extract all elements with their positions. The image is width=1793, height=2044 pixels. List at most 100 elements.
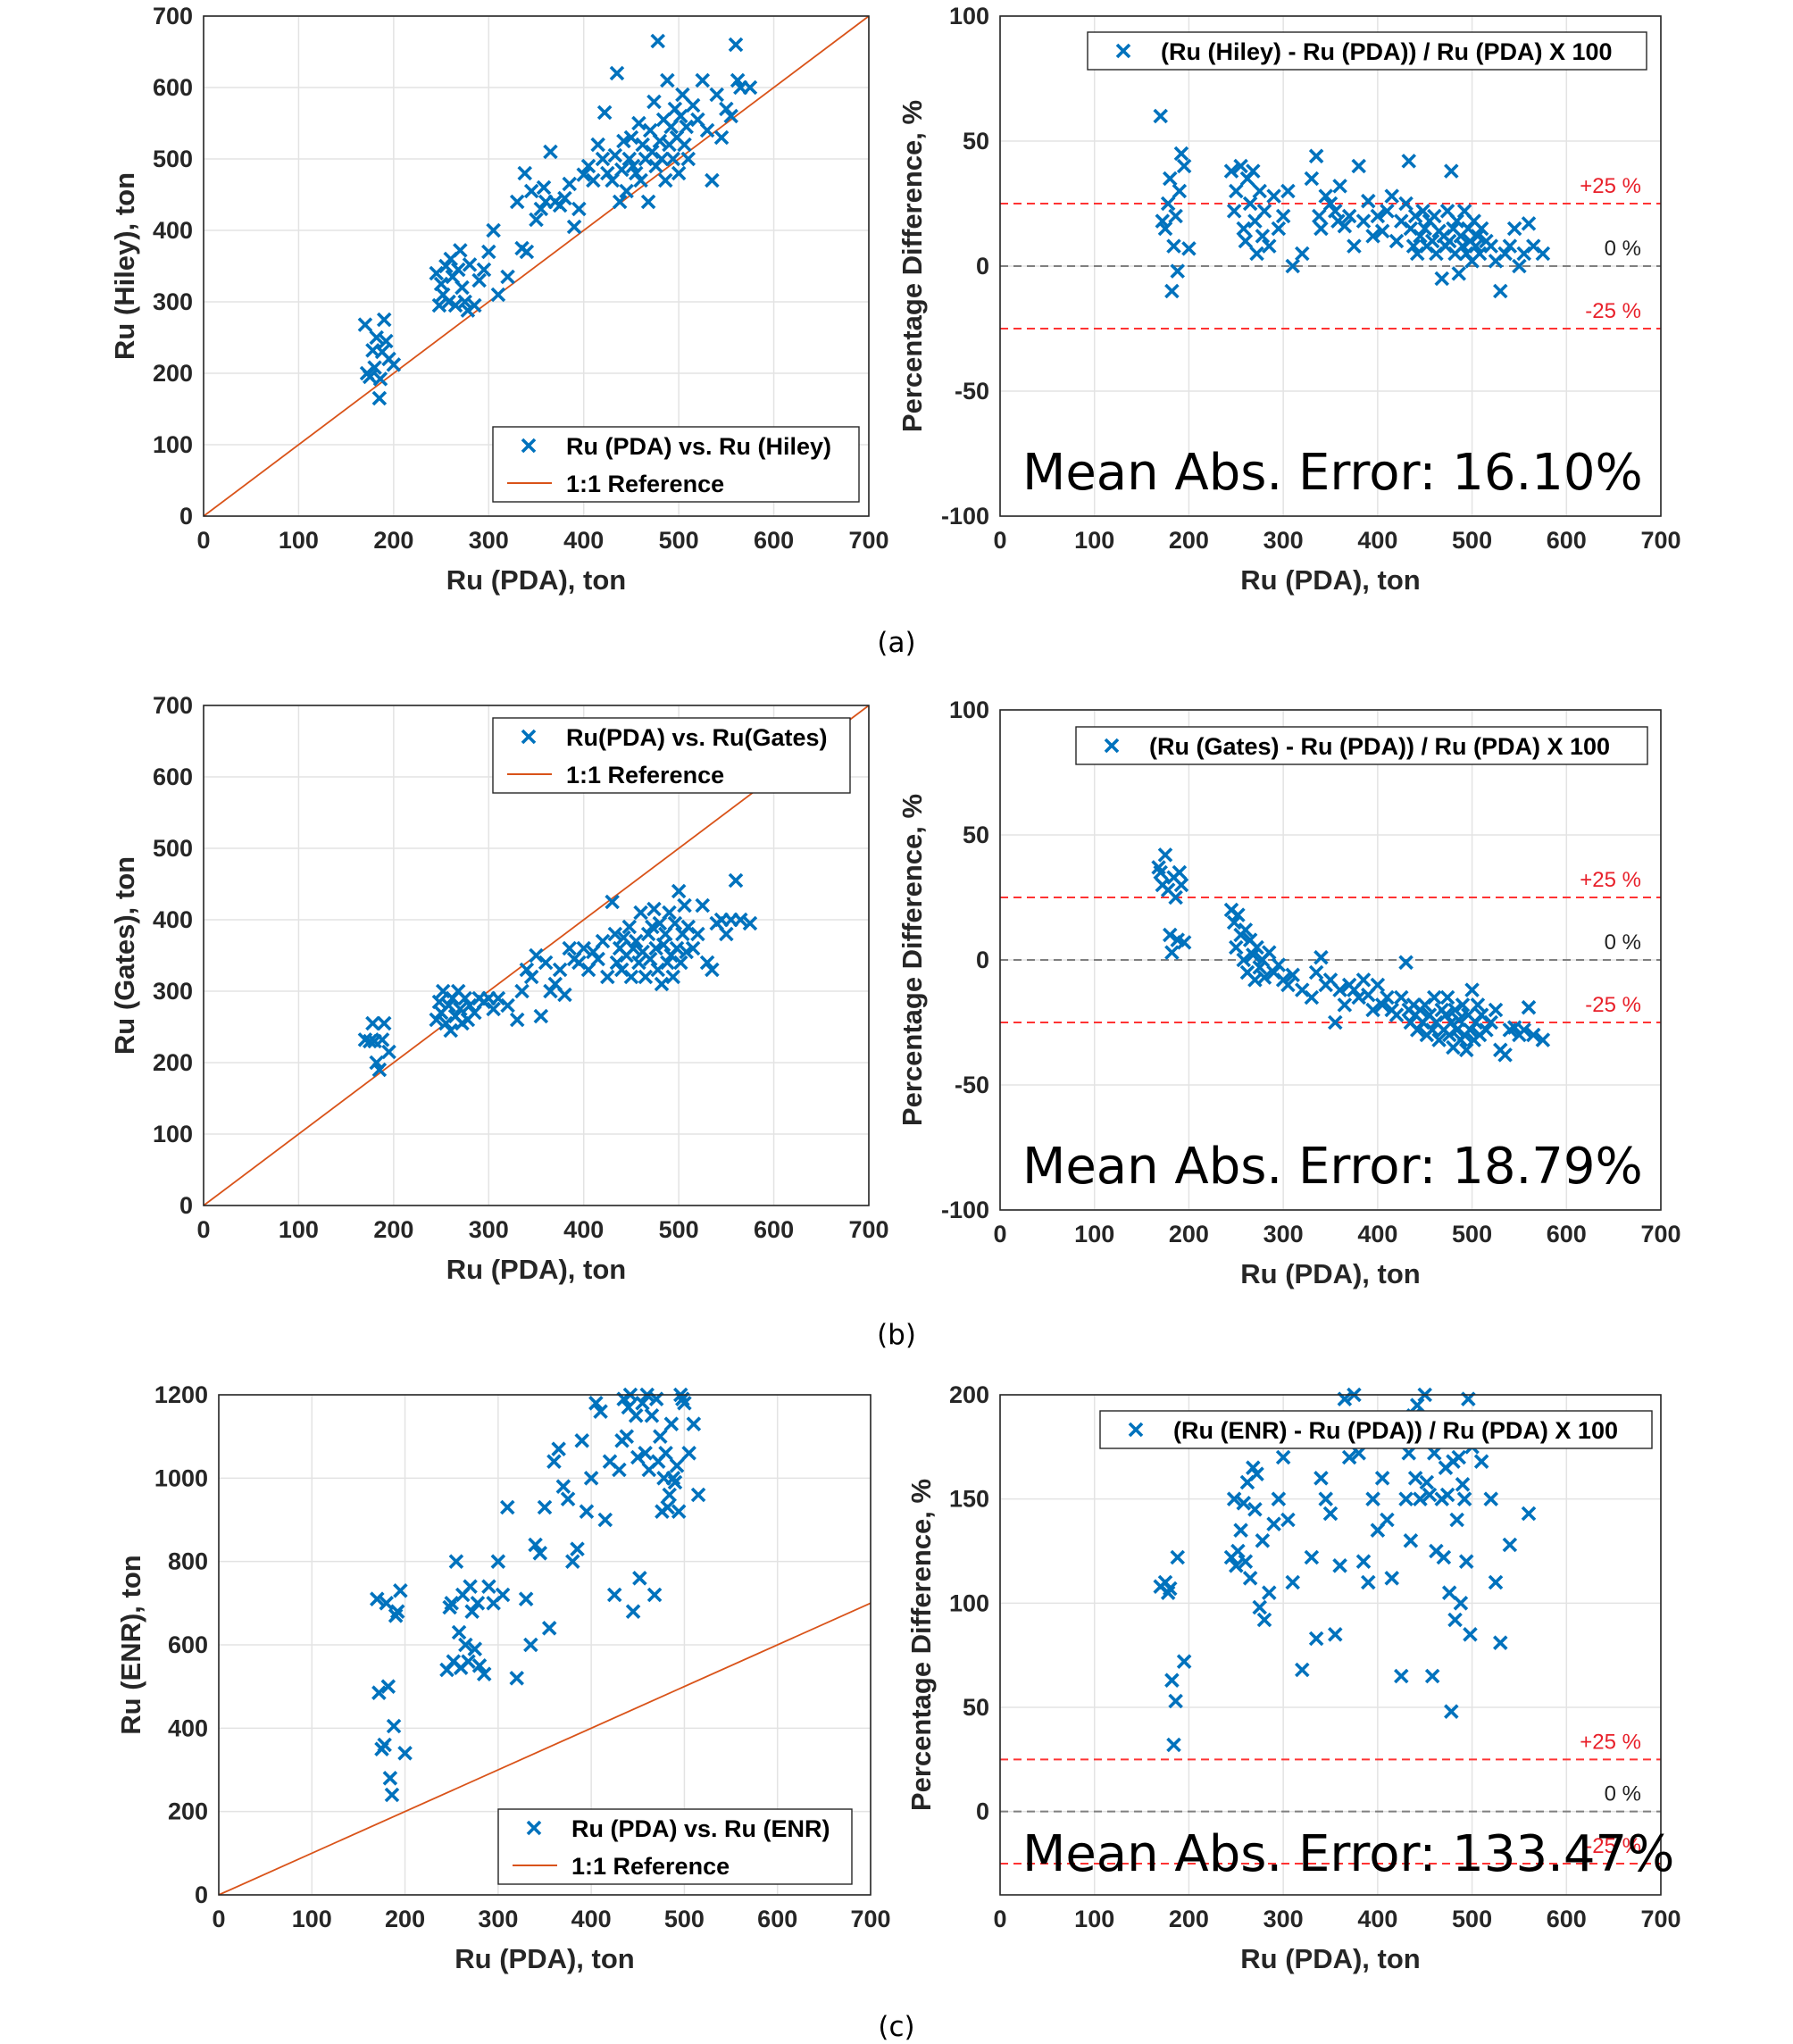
- panel-b-right-legend: [1075, 726, 1648, 765]
- panel-c-right-point: [1394, 1668, 1409, 1684]
- panel-c-right-point: [1458, 1554, 1474, 1569]
- panel-b-left-xtick-label: 400: [563, 1216, 604, 1243]
- panel-a-right-point: [1226, 204, 1242, 219]
- panel-c-left-xtick-label: 0: [212, 1906, 225, 1932]
- panel-a-right-point: [1351, 158, 1366, 174]
- panel-c-left-point: [444, 1596, 459, 1611]
- panel-b-right-point: [1236, 952, 1252, 968]
- panel-a-left-point: [614, 162, 630, 178]
- panel-b-right-point: [1488, 1002, 1504, 1018]
- panel-a-left-point: [517, 165, 533, 181]
- panel-b-right-point: [1374, 997, 1390, 1013]
- panel-a-left-point: [369, 330, 384, 346]
- panel-b-left-point: [365, 1015, 380, 1031]
- panel-a-right-point: [1229, 183, 1244, 199]
- panel-b-right-point: [1470, 997, 1486, 1013]
- panel-a-right-point: [1238, 233, 1254, 249]
- panel-b-left-xtick-label: 300: [469, 1216, 509, 1243]
- panel-b-left-ytick-label: 0: [179, 1192, 193, 1219]
- panel-c-left-ytick-label: 200: [168, 1798, 208, 1825]
- panel-a-left-point: [607, 147, 623, 163]
- panel-c-left-point: [523, 1637, 538, 1653]
- panel-c-left-ytick-label: 1000: [154, 1464, 208, 1491]
- panel-a-left-point: [371, 390, 388, 406]
- panel-c-left-point: [619, 1429, 635, 1444]
- panel-a-left-point: [709, 87, 724, 103]
- panel-a-left-point: [471, 272, 487, 288]
- panel-c-right-point: [1451, 1449, 1467, 1465]
- panel-b-left-point: [435, 983, 451, 999]
- panel-b-right-point: [1328, 1014, 1343, 1030]
- panel-b-right-mae-annotation: Mean Abs. Error: 18.79%: [1022, 1138, 1643, 1196]
- panel-a-left-point: [453, 243, 468, 258]
- panel-a-right-point: [1172, 183, 1188, 199]
- panel-c-right-point: [1493, 1635, 1508, 1650]
- panel-c-right-point: [1332, 1558, 1347, 1573]
- panel-b-right-point: [1238, 922, 1254, 938]
- panel-c-left-point: [509, 1671, 524, 1686]
- panel-a-right-point: [1401, 154, 1417, 169]
- panel-b-right-point: [1389, 1007, 1405, 1022]
- panel-b-right-point: [1256, 970, 1272, 985]
- panel-b-right-point: [1249, 939, 1264, 955]
- panel-b-right-point: [1455, 997, 1471, 1013]
- panel-a-right-point: [1313, 221, 1329, 237]
- panel-b-right-refline-label: +25 %: [1580, 868, 1641, 892]
- panel-a-left-point: [623, 129, 639, 146]
- panel-c-right-point: [1488, 1574, 1504, 1590]
- panel-b-left-point: [600, 969, 615, 985]
- panel-b-right-refline-label: 0 %: [1605, 930, 1641, 955]
- panel-a-left-ytick-label: 0: [179, 503, 193, 530]
- panel-a-right-point: [1413, 229, 1428, 244]
- panel-c-right-point: [1170, 1549, 1186, 1565]
- panel-b-left-point: [669, 940, 685, 956]
- panel-a-right-point: [1332, 179, 1347, 194]
- panel-c-left-legend-ref-label: 1:1 Reference: [571, 1853, 730, 1880]
- panel-b-left-point: [441, 997, 456, 1014]
- panel-b-right-xtick-label: 300: [1263, 1221, 1304, 1247]
- panel-c-left-point: [476, 1666, 492, 1681]
- panel-a-left-xtick-label: 700: [848, 527, 888, 554]
- panel-b-left-xtick-label: 600: [754, 1216, 794, 1243]
- panel-c-right-xtick-label: 200: [1169, 1906, 1209, 1932]
- panel-a-right-ytick-label: 0: [976, 253, 989, 279]
- panel-a-right-point: [1173, 146, 1189, 162]
- panel-b-right-point: [1526, 1027, 1541, 1043]
- panel-b-left-point: [490, 990, 506, 1006]
- panel-b-left-point: [623, 969, 639, 985]
- panel-a-left-point: [640, 194, 656, 210]
- panel-c-left-point: [658, 1446, 673, 1461]
- panel-c-right-point: [1483, 1491, 1498, 1506]
- panel-a-right-point: [1365, 229, 1380, 244]
- panel-c-right-point: [1403, 1533, 1419, 1548]
- panel-a-right-xtick-label: 700: [1640, 527, 1680, 554]
- panel-a-left-point: [457, 294, 472, 310]
- panel-c-left-point: [630, 1449, 646, 1465]
- panel-b-left-point: [665, 969, 681, 985]
- panel-c-right-point: [1252, 1599, 1267, 1615]
- panel-a-left-point: [476, 262, 492, 278]
- panel-a-right-point: [1163, 171, 1178, 187]
- panel-a-left-point: [519, 244, 535, 260]
- panel-a-left-point: [695, 72, 711, 88]
- panel-a-left-point: [486, 222, 501, 238]
- panel-c-right-point: [1176, 1654, 1192, 1669]
- panel-c-left-point: [551, 1441, 566, 1456]
- panel-a-right-legend-label: (Ru (Hiley) - Ru (PDA)) / Ru (PDA) X 100: [1161, 38, 1613, 65]
- panel-b-left-point: [443, 1022, 458, 1039]
- panel-b-right-point: [1280, 977, 1296, 993]
- panel-a-right-point: [1380, 204, 1395, 219]
- panel-b-left-point: [514, 983, 530, 999]
- caption-b: (b): [877, 1319, 916, 1351]
- panel-c-left-point: [653, 1429, 668, 1444]
- panel-b-left-ytick-label: 700: [153, 692, 193, 719]
- panel-c-left-point: [467, 1641, 483, 1656]
- panel-a-right-point: [1280, 183, 1296, 199]
- panel-a-right-point: [1407, 208, 1423, 224]
- panel-c-left-point: [393, 1583, 408, 1598]
- panel-a-left-point: [433, 276, 449, 292]
- panel-b-right-point: [1497, 1047, 1513, 1063]
- panel-a-right-ytick-label: 50: [963, 128, 989, 154]
- panel-a-left-point: [357, 317, 373, 332]
- panel-c-right-mae-annotation: Mean Abs. Error: 133.47%: [1022, 1825, 1674, 1883]
